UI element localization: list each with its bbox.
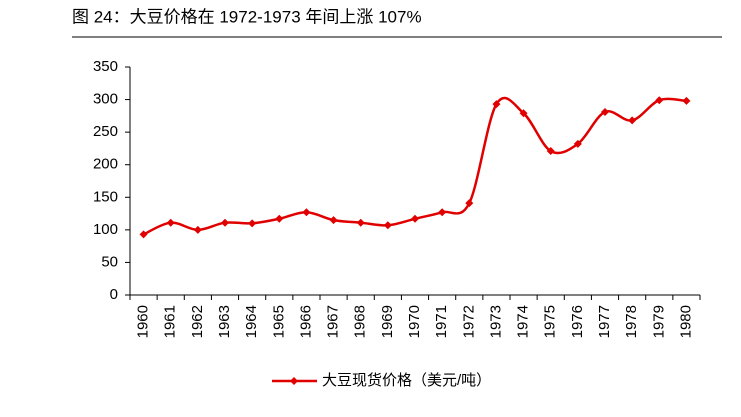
y-tick-label: 300 bbox=[93, 91, 118, 108]
point-marker bbox=[275, 214, 284, 223]
x-tick-label: 1964 bbox=[243, 305, 260, 338]
point-marker bbox=[682, 96, 691, 105]
y-tick-label: 0 bbox=[110, 286, 118, 303]
x-tick-label: 1975 bbox=[542, 305, 559, 338]
point-marker bbox=[438, 208, 447, 217]
y-tick-label: 50 bbox=[101, 253, 118, 270]
point-marker bbox=[492, 100, 501, 109]
point-marker bbox=[221, 218, 229, 227]
x-tick-label: 1980 bbox=[677, 305, 694, 338]
legend-label: 大豆现货价格（美元/吨） bbox=[322, 372, 491, 389]
point-marker bbox=[139, 230, 148, 239]
x-tick-label: 1963 bbox=[216, 305, 233, 338]
point-marker bbox=[546, 147, 555, 156]
point-marker bbox=[655, 96, 664, 105]
x-tick-label: 1977 bbox=[596, 305, 613, 338]
x-tick-label: 1970 bbox=[406, 305, 423, 338]
y-tick-label: 200 bbox=[93, 156, 118, 173]
point-marker bbox=[383, 221, 392, 230]
chart-title: 图 24：大豆价格在 1972-1973 年间上涨 107% bbox=[72, 7, 422, 26]
x-tick-label: 1962 bbox=[189, 305, 206, 338]
point-marker bbox=[302, 208, 311, 217]
point-marker bbox=[329, 216, 338, 225]
point-marker bbox=[628, 116, 637, 125]
point-marker bbox=[166, 218, 175, 227]
y-tick-label: 100 bbox=[93, 221, 118, 238]
x-tick-label: 1976 bbox=[569, 305, 586, 338]
point-marker bbox=[519, 109, 528, 118]
point-marker bbox=[465, 199, 474, 208]
legend-marker bbox=[290, 377, 298, 385]
point-marker bbox=[411, 214, 419, 223]
x-tick-label: 1969 bbox=[379, 305, 396, 338]
point-marker bbox=[248, 219, 257, 228]
x-tick-label: 1961 bbox=[162, 305, 179, 338]
x-tick-label: 1967 bbox=[325, 305, 342, 338]
x-tick-label: 1960 bbox=[135, 305, 152, 338]
x-tick-label: 1971 bbox=[433, 305, 450, 338]
x-tick-label: 1973 bbox=[487, 305, 504, 338]
y-tick-label: 150 bbox=[93, 188, 118, 205]
x-tick-label: 1978 bbox=[623, 305, 640, 338]
point-marker bbox=[601, 107, 609, 116]
point-marker bbox=[193, 225, 202, 234]
x-tick-label: 1974 bbox=[515, 305, 532, 338]
x-tick-label: 1972 bbox=[460, 305, 477, 338]
point-marker bbox=[573, 139, 582, 148]
point-marker bbox=[356, 218, 365, 227]
x-tick-label: 1968 bbox=[352, 305, 369, 338]
series-line bbox=[143, 96, 687, 236]
x-tick-label: 1979 bbox=[650, 305, 667, 338]
x-tick-label: 1966 bbox=[297, 305, 314, 338]
x-tick-label: 1965 bbox=[270, 305, 287, 338]
y-tick-label: 250 bbox=[93, 123, 118, 140]
y-tick-label: 350 bbox=[93, 58, 118, 75]
